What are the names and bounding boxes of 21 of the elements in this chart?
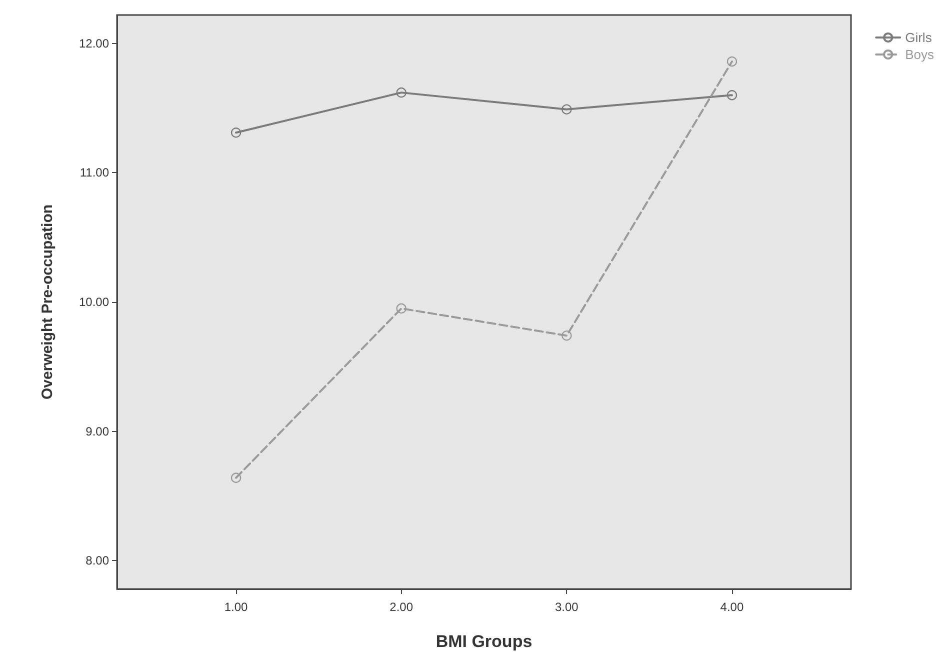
y-tick-label: 8.00 <box>86 554 110 568</box>
x-tick-label: 1.00 <box>224 600 248 614</box>
y-tick-label: 9.00 <box>86 424 110 438</box>
legend-label: Girls <box>905 30 932 45</box>
x-tick-label: 3.00 <box>554 600 579 614</box>
x-tick-label: 2.00 <box>390 600 414 614</box>
point <box>726 56 738 67</box>
point <box>230 128 242 138</box>
point <box>562 330 572 341</box>
x-axis-title: BMI Groups <box>436 632 532 651</box>
y-tick-label: 11.00 <box>80 166 110 180</box>
legend-label: Boys <box>905 47 934 62</box>
point <box>562 104 572 114</box>
y-tick-label: 12.00 <box>78 36 110 50</box>
y-axis-title: Overweight Pre-occupation <box>39 204 56 400</box>
point <box>726 90 738 100</box>
x-tick-label: 4.00 <box>720 600 744 614</box>
point <box>396 303 406 314</box>
point <box>230 472 242 483</box>
point <box>396 87 406 98</box>
y-tick-label: 10.00 <box>78 295 110 309</box>
